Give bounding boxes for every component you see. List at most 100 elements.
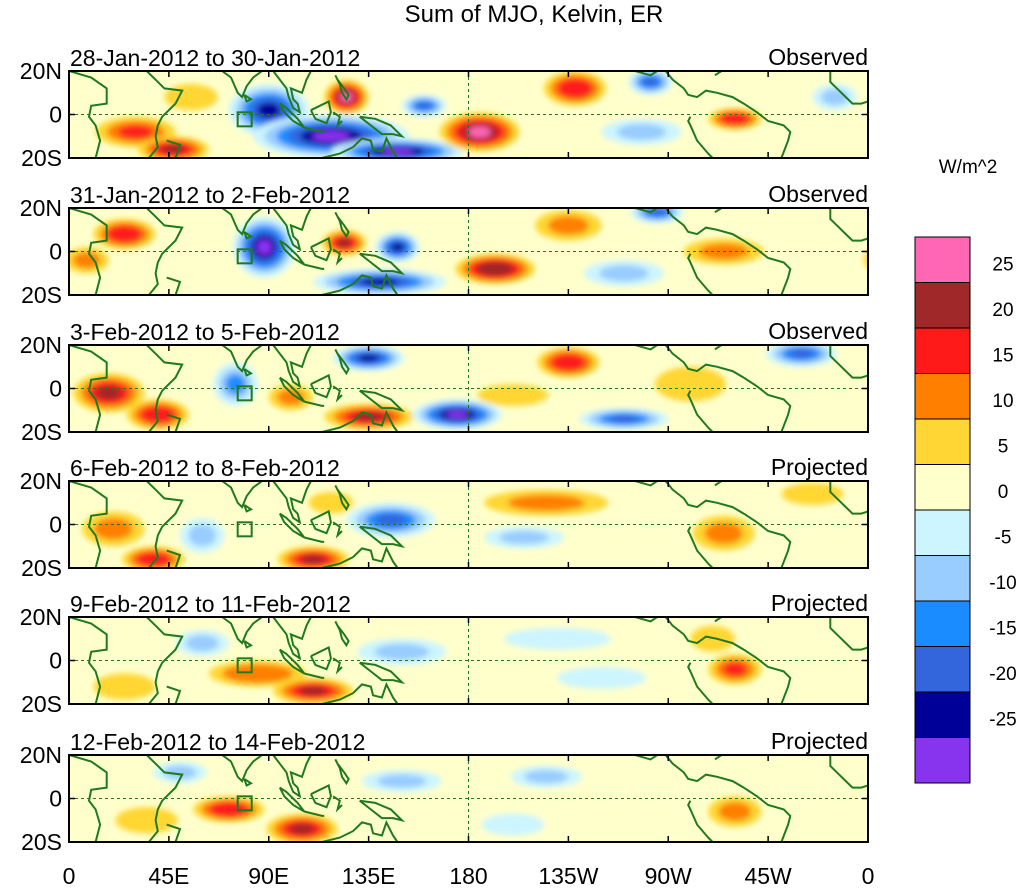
coastline bbox=[334, 348, 350, 376]
colorbar-label: 25 bbox=[992, 255, 1013, 276]
coastline bbox=[69, 617, 108, 704]
coastline bbox=[69, 71, 108, 158]
y-tick-label: 20S bbox=[21, 555, 62, 581]
coastline bbox=[359, 525, 406, 549]
region-box bbox=[236, 111, 253, 128]
x-axis: 0 45E 90E 135E 180 135W 90W 45W 0 bbox=[63, 863, 875, 889]
panel-status: Observed bbox=[768, 318, 868, 344]
coastline bbox=[310, 784, 332, 809]
y-tick-label: 20S bbox=[21, 829, 62, 855]
anomaly-contour bbox=[557, 667, 647, 689]
coastline bbox=[321, 681, 399, 704]
colorbar-swatch bbox=[914, 236, 971, 283]
coastline bbox=[334, 211, 350, 239]
coastline bbox=[332, 657, 343, 675]
coastline bbox=[359, 115, 406, 139]
y-tick-label: 20S bbox=[21, 282, 62, 308]
anomaly-contour bbox=[336, 238, 352, 248]
x-tick-label: 135E bbox=[342, 863, 396, 889]
coastline bbox=[310, 236, 332, 262]
anomaly-blob bbox=[630, 208, 684, 224]
anomaly-contour bbox=[781, 483, 844, 505]
coastline bbox=[221, 755, 263, 783]
coastline bbox=[334, 758, 350, 786]
anomaly-contour bbox=[608, 415, 640, 423]
coastline bbox=[829, 345, 868, 379]
coastlines bbox=[69, 617, 868, 704]
anomaly-contour bbox=[504, 627, 611, 650]
colorbar-swatch bbox=[914, 282, 971, 329]
colorbar-swatch bbox=[914, 373, 971, 420]
y-tick-label: 0 bbox=[49, 376, 62, 402]
anomaly-blob bbox=[579, 408, 669, 430]
y-tick-label: 20S bbox=[21, 145, 62, 171]
anomaly-contour bbox=[557, 357, 580, 368]
anomaly-contour bbox=[491, 388, 535, 402]
coastline bbox=[334, 620, 350, 648]
coastline bbox=[304, 126, 325, 133]
anomaly-contour bbox=[391, 242, 404, 252]
coastline bbox=[243, 640, 254, 649]
y-tick-label: 0 bbox=[49, 239, 62, 265]
anomaly-contour bbox=[483, 264, 507, 274]
coastline bbox=[634, 71, 792, 158]
coastline bbox=[166, 549, 182, 568]
coastline bbox=[146, 481, 184, 568]
anomaly-contour bbox=[481, 813, 544, 836]
x-tick-label: 90W bbox=[645, 863, 693, 889]
anomaly-contour bbox=[642, 77, 659, 87]
colorbar-label: 20 bbox=[992, 300, 1013, 321]
y-tick-label: 0 bbox=[49, 512, 62, 538]
colorbar-swatch bbox=[914, 327, 971, 374]
region-box bbox=[236, 521, 253, 538]
colorbar-label: 5 bbox=[998, 437, 1009, 458]
anomaly-blob bbox=[484, 526, 564, 549]
anomaly-contour bbox=[374, 643, 430, 660]
coastline bbox=[166, 685, 182, 704]
colorbar-swatch bbox=[914, 509, 971, 556]
coastline bbox=[243, 94, 254, 103]
coastline bbox=[332, 385, 343, 403]
anomaly-contour bbox=[225, 374, 246, 394]
anomaly-blob bbox=[477, 384, 549, 406]
coastline bbox=[687, 526, 714, 568]
anomaly-blob bbox=[357, 638, 447, 665]
x-tick-label: 135W bbox=[538, 863, 598, 889]
panel-date-range: 9-Feb-2012 to 11-Feb-2012 bbox=[70, 591, 351, 617]
coastline bbox=[146, 208, 184, 295]
anomaly-blob bbox=[126, 399, 189, 430]
y-tick-label: 0 bbox=[49, 102, 62, 128]
anomaly-contour bbox=[113, 228, 136, 240]
anomaly-contour bbox=[163, 765, 197, 780]
y-tick-label: 20S bbox=[21, 691, 62, 717]
anomaly-contour bbox=[257, 102, 281, 118]
region-box bbox=[236, 385, 253, 402]
anomaly-contour bbox=[524, 770, 569, 784]
anomaly-field bbox=[69, 755, 868, 842]
coastline bbox=[359, 252, 406, 276]
coastline bbox=[310, 646, 332, 671]
anomaly-contour bbox=[312, 130, 350, 142]
coastline bbox=[146, 755, 184, 842]
panels: 20N 0 20S 28-Jan-2012 to 30-Jan-2012 Observe… bbox=[20, 44, 869, 855]
anomaly-blob bbox=[175, 630, 229, 657]
coastline bbox=[166, 139, 182, 158]
coastlines bbox=[69, 755, 868, 842]
anomaly-blob bbox=[708, 796, 762, 827]
coastline bbox=[829, 481, 868, 515]
anomaly-blob bbox=[330, 138, 465, 158]
anomaly-blob bbox=[481, 813, 544, 836]
coastline bbox=[332, 248, 343, 266]
anomaly-contour bbox=[300, 554, 326, 564]
coastline bbox=[243, 778, 254, 787]
anomaly-contour bbox=[722, 662, 747, 676]
colorbar-swatch bbox=[914, 464, 971, 511]
coastline bbox=[166, 276, 182, 295]
coastline bbox=[243, 231, 254, 240]
anomaly-contour bbox=[188, 524, 216, 547]
anomaly-contour bbox=[299, 686, 328, 696]
coastline bbox=[321, 272, 399, 295]
coastline bbox=[272, 71, 312, 115]
anomaly-blob bbox=[153, 761, 207, 784]
panel-status: Projected bbox=[771, 728, 868, 754]
